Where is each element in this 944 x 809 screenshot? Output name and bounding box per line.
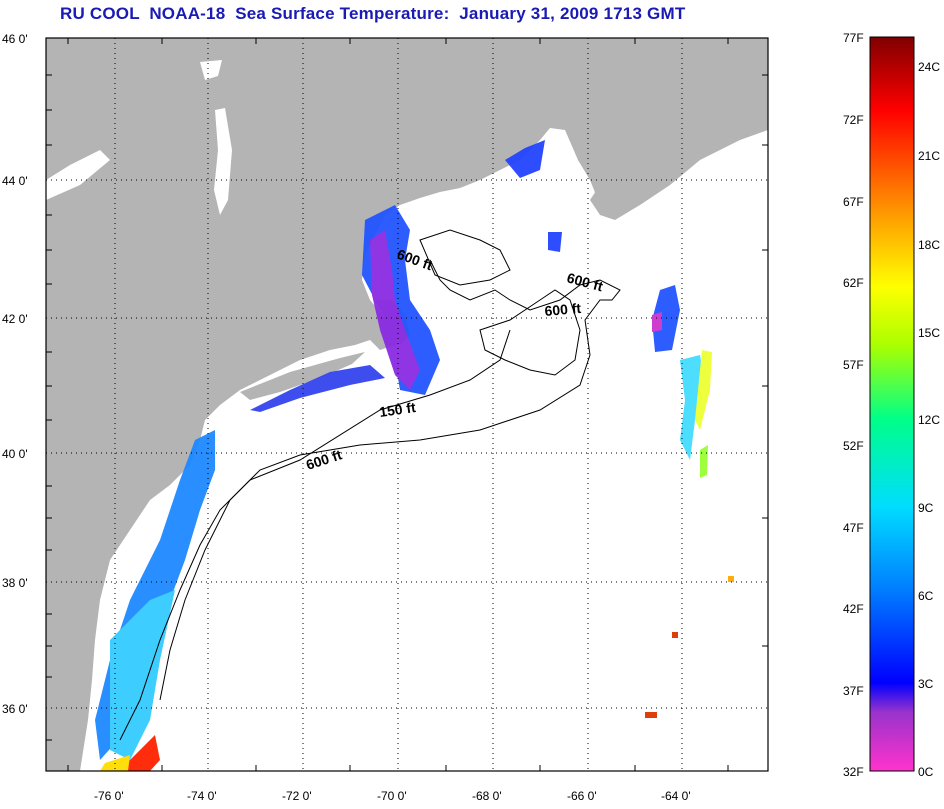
lon-label-72: -72 0' xyxy=(282,789,312,803)
sst-gulf-of-maine-purple xyxy=(370,230,420,390)
bathymetry-contours xyxy=(119,229,621,741)
lat-lon-grid xyxy=(46,38,768,771)
cb-f-77: 77F xyxy=(843,31,864,45)
lake-ontario-fragment xyxy=(46,150,110,200)
sst-carolina-cyan xyxy=(110,590,175,760)
longitude-labels: -76 0' -74 0' -72 0' -70 0' -68 0' -66 0… xyxy=(94,789,691,803)
sst-southern-ne-shelf xyxy=(250,365,385,412)
land-mainland xyxy=(46,38,768,771)
lon-label-74: -74 0' xyxy=(187,789,217,803)
cb-f-67: 67F xyxy=(843,195,864,209)
cb-f-37: 37F xyxy=(843,684,864,698)
frame-ticks xyxy=(46,38,768,771)
cb-f-47: 47F xyxy=(843,521,864,535)
lon-label-76: -76 0' xyxy=(94,789,124,803)
map-title: RU COOL NOAA-18 Sea Surface Temperature:… xyxy=(60,4,686,23)
cb-c-3: 3C xyxy=(918,677,934,691)
cb-f-32: 32F xyxy=(843,765,864,779)
lat-label-44: 44 0' xyxy=(2,174,28,188)
cb-f-42: 42F xyxy=(843,602,864,616)
colorbar: 77F 72F 67F 62F 57F 52F 47F 42F 37F 32F … xyxy=(843,31,940,779)
cb-c-21: 21C xyxy=(918,149,940,163)
lat-label-42: 42 0' xyxy=(2,312,28,326)
cb-f-57: 57F xyxy=(843,358,864,372)
lon-label-66: -66 0' xyxy=(567,789,597,803)
latitude-labels: 46 0' 44 0' 42 0' 40 0' 38 0' 36 0' xyxy=(2,32,28,716)
lake-champlain xyxy=(214,108,232,215)
lon-label-64: -64 0' xyxy=(661,789,691,803)
sst-hatteras-warm xyxy=(110,735,160,771)
sst-georges-east-magenta xyxy=(652,312,662,332)
lat-label-40: 40 0' xyxy=(2,447,28,461)
contour-label-150: 150 ft xyxy=(378,399,417,420)
land-long-island xyxy=(240,352,365,400)
cb-f-62: 62F xyxy=(843,276,864,290)
sst-gulfstream-green xyxy=(700,445,708,478)
map-border xyxy=(45,37,769,772)
cb-c-18: 18C xyxy=(918,238,940,252)
contour-georges xyxy=(479,289,581,376)
contour-gom xyxy=(419,229,511,286)
cb-c-9: 9C xyxy=(918,501,934,515)
cb-c-24: 24C xyxy=(918,60,940,74)
sst-fundy-blue xyxy=(548,232,562,252)
lat-label-46: 46 0' xyxy=(2,32,28,46)
map-area: 600 ft 600 ft 600 ft 150 ft 600 ft xyxy=(45,37,769,772)
colorbar-c-labels: 24C 21C 18C 15C 12C 9C 6C 3C 0C xyxy=(918,60,940,779)
contour-150ft xyxy=(119,329,511,741)
cb-c-15: 15C xyxy=(918,326,940,340)
colorbar-gradient xyxy=(869,36,915,772)
lake-small xyxy=(200,60,222,80)
cb-c-6: 6C xyxy=(918,589,934,603)
sst-speck-3 xyxy=(728,576,734,582)
land-nova-scotia xyxy=(590,100,768,220)
sst-speck-2 xyxy=(645,712,657,718)
lon-label-70: -70 0' xyxy=(377,789,407,803)
sst-speck-1 xyxy=(672,632,678,638)
colorbar-f-labels: 77F 72F 67F 62F 57F 52F 47F 42F 37F 32F xyxy=(843,31,864,779)
sst-maine-coast-blue xyxy=(505,140,545,178)
sst-gulfstream-yellow xyxy=(695,350,712,430)
cb-c-0: 0C xyxy=(918,765,934,779)
cb-f-72: 72F xyxy=(843,113,864,127)
cb-f-52: 52F xyxy=(843,439,864,453)
lat-label-36: 36 0' xyxy=(2,702,28,716)
cb-c-12: 12C xyxy=(918,413,940,427)
contour-label-georges-600: 600 ft xyxy=(544,300,582,319)
lat-label-38: 38 0' xyxy=(2,576,28,590)
lon-label-68: -68 0' xyxy=(472,789,502,803)
sst-gulfstream-cyan xyxy=(680,355,705,460)
